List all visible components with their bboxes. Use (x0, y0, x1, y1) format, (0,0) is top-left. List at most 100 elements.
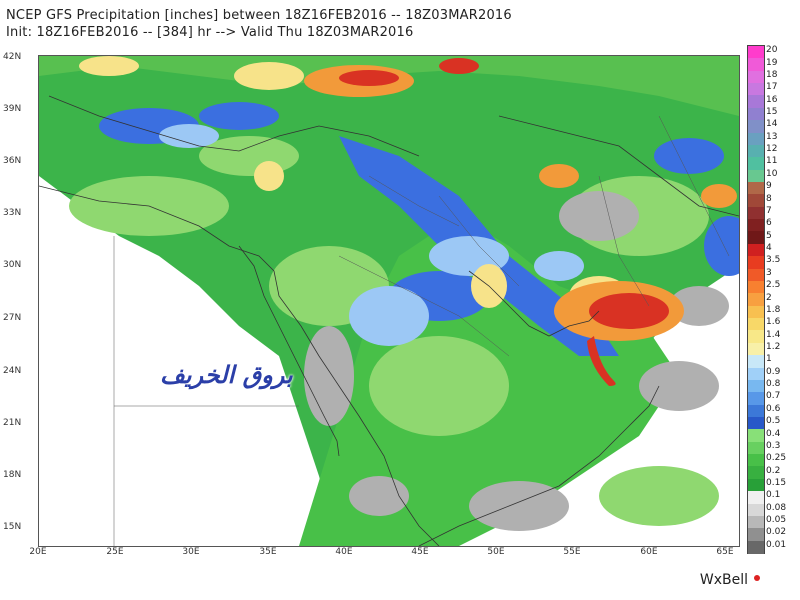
colorbar-cell (748, 132, 764, 146)
colorbar-cell (748, 95, 764, 109)
colorbar-cell (748, 107, 764, 121)
lon-label: 50E (487, 547, 505, 557)
colorbar-cell (748, 219, 764, 233)
colorbar-label: 16 (766, 94, 778, 105)
colorbar-cell (748, 231, 764, 245)
colorbar-label: 5 (766, 230, 772, 241)
colorbar-label: 0.02 (766, 527, 787, 538)
colorbar-cell (748, 58, 764, 72)
colorbar-cell (748, 157, 764, 171)
lon-label: 45E (411, 547, 429, 557)
colorbar-cell (748, 355, 764, 369)
colorbar-cell (748, 478, 764, 492)
colorbar-label: 0.05 (766, 515, 787, 526)
colorbar-cell (748, 194, 764, 208)
colorbar-label: 2.5 (766, 280, 781, 291)
colorbar-cell (748, 379, 764, 393)
colorbar-label: 2 (766, 292, 772, 303)
colorbar-label: 20 (766, 45, 778, 56)
colorbar-label: 0.6 (766, 403, 781, 414)
colorbar-label: 0.01 (766, 539, 787, 550)
colorbar-label: 6 (766, 218, 772, 229)
colorbar-cell (748, 70, 764, 84)
lat-label: 36N (3, 156, 22, 166)
colorbar-label: 14 (766, 119, 778, 130)
colorbar-label: 1.8 (766, 304, 781, 315)
lat-label: 39N (3, 104, 22, 114)
colorbar-label: 1.4 (766, 329, 781, 340)
brand-logo: WxBell (699, 572, 748, 588)
lat-label: 18N (3, 470, 22, 480)
colorbar-cell (748, 243, 764, 257)
colorbar-cell (748, 454, 764, 468)
colorbar-label: 0.9 (766, 366, 781, 377)
lon-label: 40E (335, 547, 353, 557)
colorbar-cell (748, 342, 764, 356)
lat-label: 21N (3, 418, 22, 428)
lat-label: 42N (3, 52, 22, 62)
colorbar-cell (748, 169, 764, 183)
colorbar-label: 0.3 (766, 440, 781, 451)
colorbar-cell (748, 528, 764, 542)
colorbar-label: 17 (766, 82, 778, 93)
colorbar-cell (748, 540, 764, 554)
colorbar-label: 0.25 (766, 453, 787, 464)
country-borders (113, 115, 730, 546)
colorbar-cell (748, 330, 764, 344)
colorbar-cell (748, 182, 764, 196)
colorbar-label: 0.1 (766, 490, 781, 501)
colorbar-label: 15 (766, 107, 778, 117)
colorbar-label: 12 (766, 144, 778, 155)
colorbar-cell (748, 404, 764, 418)
colorbar-cell (748, 83, 764, 97)
colorbar-label: 0.7 (766, 391, 781, 402)
precip-red-fields (339, 58, 669, 386)
colorbar-label: 0.8 (766, 379, 781, 390)
colorbar-label: 0.4 (766, 428, 781, 439)
colorbar-cell (748, 367, 764, 381)
colorbar-cell (748, 466, 764, 480)
lat-label: 27N (3, 313, 22, 323)
precip-gray-fields (304, 191, 729, 531)
colorbar-cell (748, 318, 764, 332)
colorbar-cell (748, 392, 764, 406)
colorbar-label: 1.2 (766, 341, 781, 352)
colorbar-label: 19 (766, 57, 778, 68)
colorbar-cell (748, 429, 764, 443)
colorbar-cell (748, 46, 764, 59)
colorbar-cell (748, 256, 764, 270)
colorbar-label: 9 (766, 181, 772, 192)
lat-label: 24N (3, 366, 22, 376)
colorbar-label: 0.2 (766, 465, 781, 476)
colorbar-label: 13 (766, 131, 778, 142)
map-canvas (39, 56, 739, 546)
colorbar-label: 10 (766, 168, 778, 179)
colorbar-label: 3.5 (766, 255, 781, 266)
colorbar-legend (747, 45, 765, 554)
colorbar-cell (748, 416, 764, 430)
lat-label: 30N (3, 260, 22, 270)
colorbar-label: 11 (766, 156, 778, 167)
precipitation-map (38, 55, 740, 547)
colorbar-label: 7 (766, 205, 772, 216)
colorbar-cell (748, 491, 764, 505)
lat-label: 15N (3, 522, 22, 532)
chart-subtitle: Init: 18Z16FEB2016 -- [384] hr --> Valid… (6, 25, 414, 40)
colorbar-label: 1 (766, 354, 772, 365)
lon-label: 30E (182, 547, 200, 557)
colorbar-label: 18 (766, 69, 778, 80)
lon-label: 65E (716, 547, 734, 557)
lon-label: 25E (106, 547, 124, 557)
colorbar-cell (748, 515, 764, 529)
lat-label: 33N (3, 208, 22, 218)
colorbar-cell (748, 120, 764, 134)
lon-label: 60E (640, 547, 658, 557)
colorbar-cell (748, 293, 764, 307)
colorbar-cell (748, 144, 764, 158)
colorbar-label: 0.15 (766, 477, 787, 488)
coastlines (39, 95, 739, 546)
colorbar-label: 0.5 (766, 416, 781, 427)
lon-label: 55E (563, 547, 581, 557)
colorbar-cell (748, 441, 764, 455)
colorbar-label: 4 (766, 243, 772, 254)
